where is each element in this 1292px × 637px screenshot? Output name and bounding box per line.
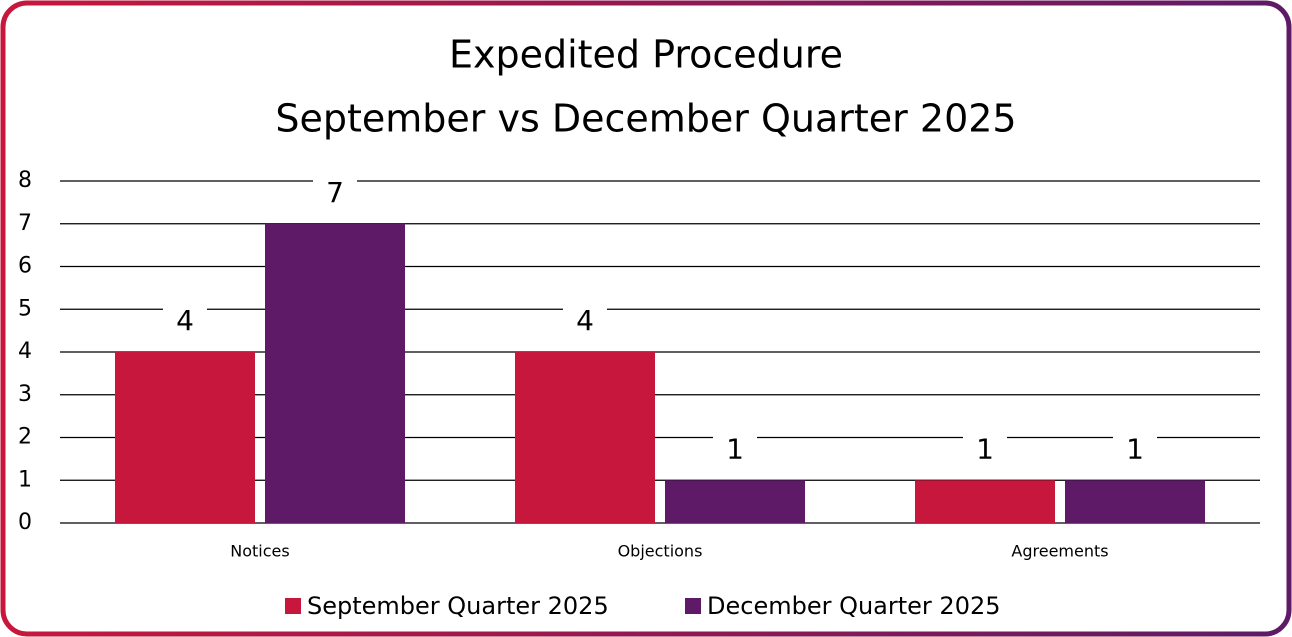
chart-title: Expedited Procedure xyxy=(449,33,843,77)
value-label-bg xyxy=(963,432,1007,469)
value-label: 4 xyxy=(576,304,594,337)
bar xyxy=(665,480,805,523)
x-tick-label: Objections xyxy=(618,542,703,561)
y-tick-label: 8 xyxy=(18,168,32,193)
value-label: 1 xyxy=(1126,432,1144,465)
value-label: 1 xyxy=(976,432,994,465)
legend-swatch xyxy=(685,598,701,614)
bar xyxy=(915,480,1055,523)
legend-label: September Quarter 2025 xyxy=(307,592,609,620)
value-label-bg xyxy=(713,432,757,469)
y-tick-label: 2 xyxy=(18,425,32,450)
y-tick-label: 1 xyxy=(18,467,32,492)
value-label-bg xyxy=(163,304,207,340)
y-tick-label: 3 xyxy=(18,382,32,407)
value-label: 4 xyxy=(176,304,194,337)
y-tick-label: 0 xyxy=(18,510,32,535)
y-tick-label: 7 xyxy=(18,211,32,236)
legend-swatch xyxy=(285,598,301,614)
value-label-bg xyxy=(313,175,357,212)
chart-subtitle: September vs December Quarter 2025 xyxy=(275,97,1016,141)
x-tick-label: Agreements xyxy=(1011,542,1108,561)
bar xyxy=(265,223,405,523)
value-label-bg xyxy=(563,304,607,340)
legend-label: December Quarter 2025 xyxy=(707,592,1001,620)
x-tick-label: Notices xyxy=(230,542,289,561)
value-label: 1 xyxy=(726,432,744,465)
bar xyxy=(515,352,655,523)
y-tick-label: 5 xyxy=(18,296,32,321)
bar xyxy=(115,352,255,523)
value-label-bg xyxy=(1113,432,1157,469)
y-tick-label: 6 xyxy=(18,254,32,279)
value-label: 7 xyxy=(326,176,344,209)
bar xyxy=(1065,480,1205,523)
y-tick-label: 4 xyxy=(18,339,32,364)
